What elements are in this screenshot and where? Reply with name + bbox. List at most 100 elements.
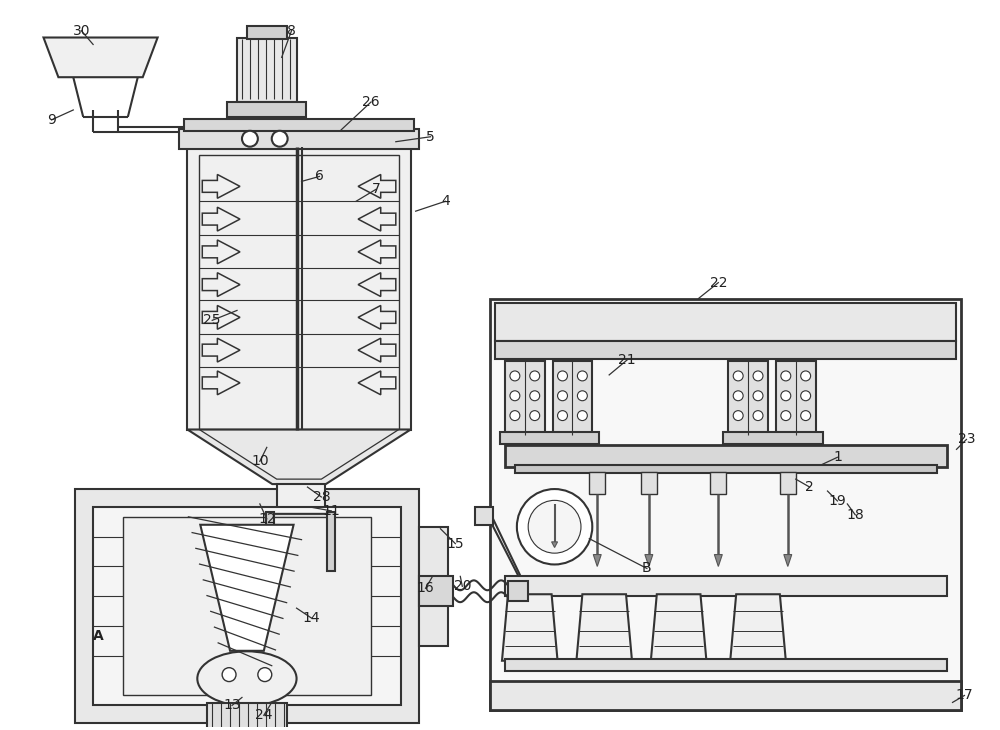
Polygon shape	[593, 555, 601, 566]
Bar	[207, 704, 287, 730]
Text: 12: 12	[258, 512, 276, 526]
Circle shape	[733, 391, 743, 401]
Bar	[490, 680, 961, 710]
Text: 30: 30	[72, 23, 90, 37]
Bar	[419, 527, 448, 646]
Bar	[123, 517, 371, 696]
Text: 10: 10	[251, 454, 269, 468]
Polygon shape	[187, 429, 411, 484]
Bar	[505, 361, 545, 436]
Text: 28: 28	[313, 490, 330, 504]
Text: A: A	[93, 629, 103, 643]
Polygon shape	[730, 594, 786, 661]
Circle shape	[781, 371, 791, 381]
Text: 8: 8	[287, 23, 296, 37]
Bar	[553, 361, 592, 436]
Text: 2: 2	[805, 480, 814, 494]
Bar	[728, 361, 768, 436]
Bar	[589, 472, 605, 494]
Polygon shape	[200, 525, 294, 651]
Text: 26: 26	[362, 95, 380, 109]
Circle shape	[801, 391, 811, 401]
Text: 17: 17	[956, 688, 973, 702]
Polygon shape	[266, 514, 335, 542]
Text: 18: 18	[846, 508, 864, 522]
Text: 11: 11	[322, 504, 340, 518]
Bar	[327, 512, 335, 572]
Bar	[776, 361, 816, 436]
Bar	[187, 147, 411, 429]
Text: 6: 6	[315, 169, 324, 183]
Bar	[490, 299, 961, 710]
Bar	[710, 472, 726, 494]
Text: 24: 24	[255, 708, 273, 722]
Bar	[500, 432, 599, 445]
Circle shape	[753, 411, 763, 420]
Circle shape	[577, 411, 587, 420]
Circle shape	[577, 391, 587, 401]
Bar	[495, 341, 956, 359]
Text: 16: 16	[417, 581, 434, 595]
Text: 21: 21	[618, 353, 636, 367]
Polygon shape	[266, 542, 335, 569]
Circle shape	[258, 668, 272, 682]
Bar	[475, 507, 493, 525]
Circle shape	[577, 371, 587, 381]
Text: 22: 22	[710, 276, 727, 290]
Text: 20: 20	[454, 580, 471, 593]
Bar	[280, 569, 322, 580]
Bar	[179, 128, 419, 149]
Circle shape	[517, 489, 592, 564]
Bar	[505, 577, 947, 596]
Text: 9: 9	[47, 113, 56, 127]
Text: 13: 13	[223, 699, 241, 712]
Polygon shape	[576, 594, 632, 661]
Text: 23: 23	[958, 432, 975, 447]
Bar	[93, 507, 401, 705]
Polygon shape	[714, 555, 722, 566]
Circle shape	[272, 131, 288, 147]
Bar	[237, 37, 297, 102]
Circle shape	[530, 391, 540, 401]
Bar	[505, 658, 947, 671]
Polygon shape	[651, 594, 706, 661]
Bar	[184, 119, 414, 131]
Polygon shape	[502, 594, 558, 661]
Bar	[495, 304, 956, 341]
Text: 4: 4	[441, 194, 450, 208]
Circle shape	[733, 411, 743, 420]
Ellipse shape	[197, 651, 297, 706]
Circle shape	[558, 371, 567, 381]
Circle shape	[510, 411, 520, 420]
Bar	[75, 489, 419, 723]
Circle shape	[222, 668, 236, 682]
Circle shape	[242, 131, 258, 147]
Circle shape	[528, 500, 581, 553]
Circle shape	[733, 371, 743, 381]
Polygon shape	[44, 37, 158, 77]
Circle shape	[558, 411, 567, 420]
Bar	[508, 581, 528, 602]
Circle shape	[781, 391, 791, 401]
Circle shape	[753, 371, 763, 381]
Text: 15: 15	[447, 537, 464, 550]
Text: 14: 14	[303, 611, 320, 625]
Text: B: B	[642, 561, 652, 575]
Circle shape	[510, 391, 520, 401]
Bar	[505, 445, 947, 467]
Bar	[641, 472, 657, 494]
Text: 5: 5	[426, 130, 435, 144]
Circle shape	[801, 411, 811, 420]
Bar	[419, 577, 453, 606]
Text: 19: 19	[829, 494, 846, 508]
Bar	[247, 26, 287, 39]
Circle shape	[530, 371, 540, 381]
Bar	[199, 155, 399, 429]
Circle shape	[510, 371, 520, 381]
Circle shape	[801, 371, 811, 381]
Polygon shape	[784, 555, 792, 566]
Circle shape	[753, 391, 763, 401]
Bar	[227, 102, 306, 117]
Text: 1: 1	[833, 450, 842, 464]
Circle shape	[530, 411, 540, 420]
